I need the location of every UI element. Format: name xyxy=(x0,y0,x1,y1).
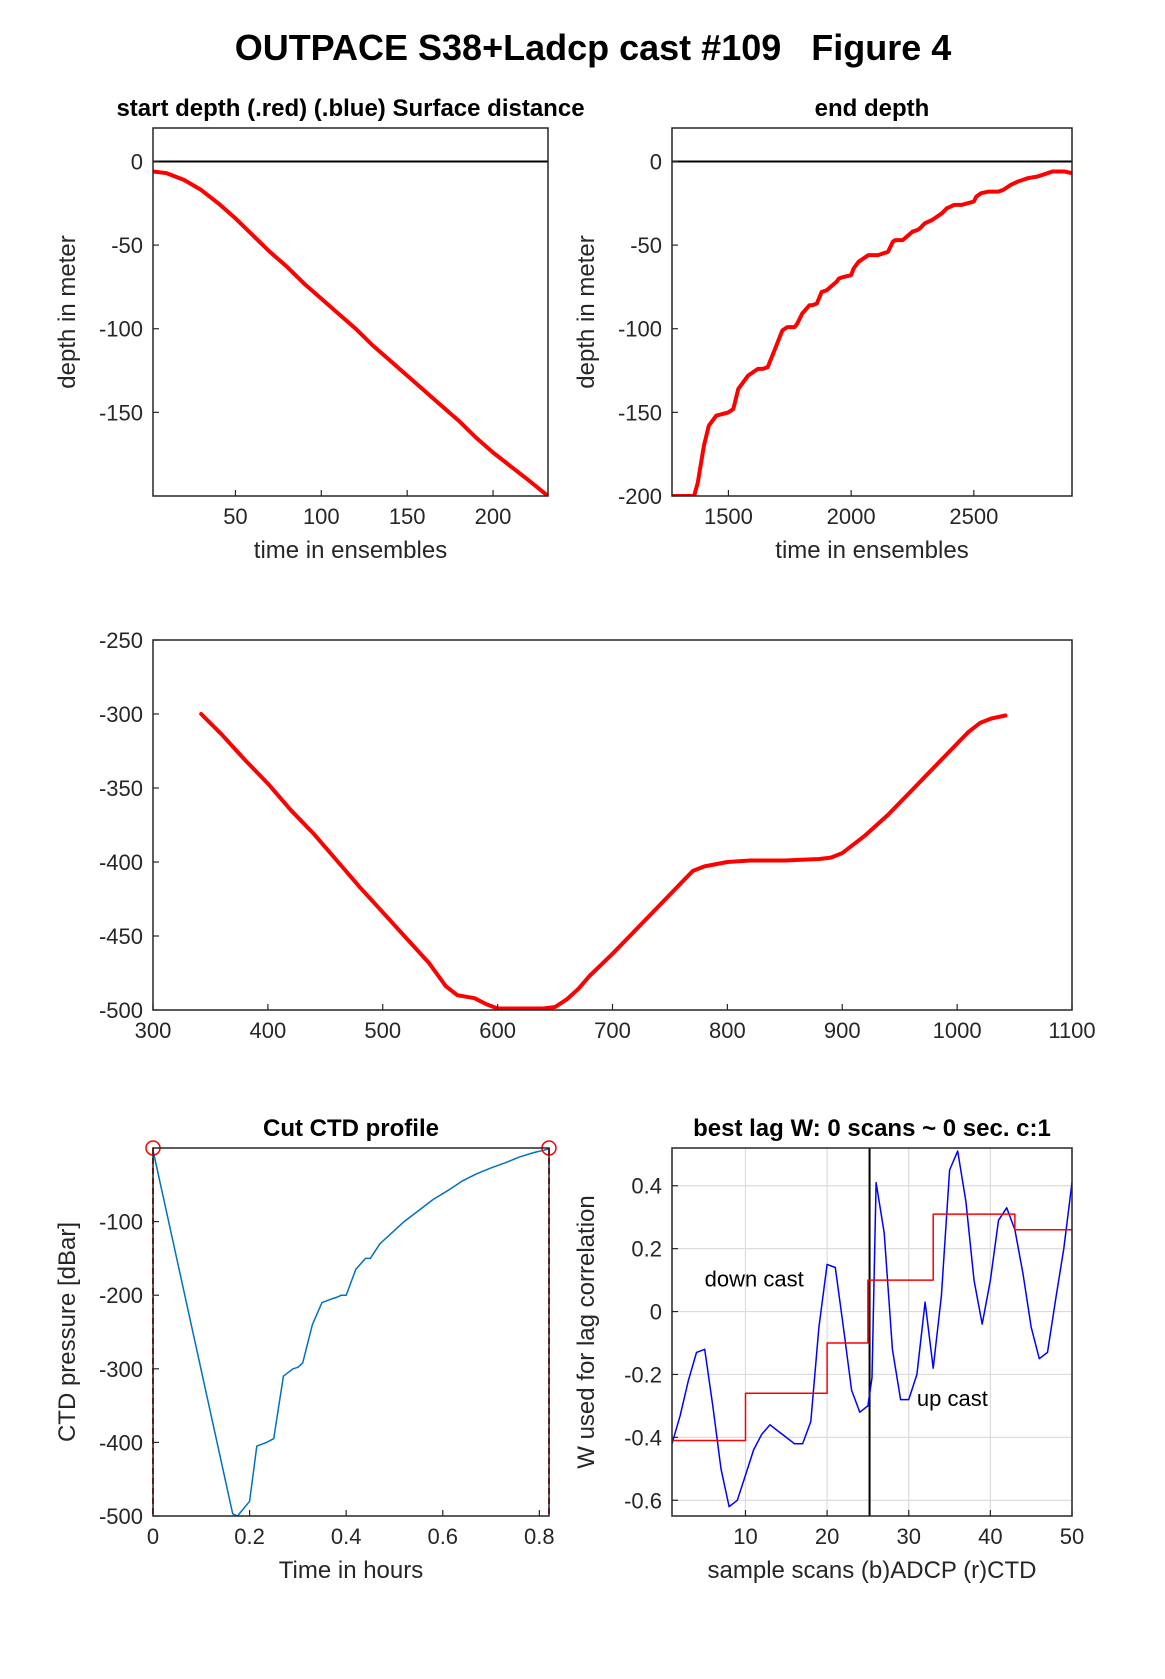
y-tick-label: 0.2 xyxy=(631,1237,662,1262)
axes-box xyxy=(152,1147,550,1517)
y-tick-label: -300 xyxy=(99,1357,143,1382)
x-tick-label: 0.8 xyxy=(524,1524,555,1549)
plot-area xyxy=(672,1148,1072,1516)
y-tick-label: -350 xyxy=(99,776,143,801)
series-line-0 xyxy=(153,169,548,496)
x-tick-label: 100 xyxy=(303,504,340,529)
y-tick-label: 0.4 xyxy=(631,1174,662,1199)
x-tick-label: 700 xyxy=(594,1018,631,1043)
axes-title: best lag W: 0 scans ~ 0 sec. c:1 xyxy=(693,1115,1051,1142)
x-tick-label: 200 xyxy=(475,504,512,529)
x-tick-label: 800 xyxy=(709,1018,746,1043)
annotation-text: up cast xyxy=(917,1386,988,1411)
y-tick-label: -0.6 xyxy=(624,1488,662,1513)
chart-p2: 1500 2000 2500 0 -50 -100 -150 -200 end depth tim… xyxy=(573,95,1073,564)
x-axis-label: sample scans (b)ADCP (r)CTD xyxy=(708,1557,1037,1584)
x-tick-label: 0 xyxy=(147,1524,159,1549)
y-tick-label: -0.2 xyxy=(624,1362,662,1387)
figure-title: OUTPACE S38+Ladcp cast #109 Figure 4 xyxy=(235,27,952,68)
x-tick-label: 0.2 xyxy=(234,1524,265,1549)
x-tick-label: 1000 xyxy=(933,1018,982,1043)
chart-p4: 0 0.2 0.4 0.6 0.8 -100 -200 -300 -400 -500 Cut CTD… xyxy=(54,1115,557,1584)
axes-box xyxy=(671,127,1073,497)
x-tick-label: 150 xyxy=(389,504,426,529)
y-tick-label: -500 xyxy=(99,1504,143,1529)
axes-title: start depth (.red) (.blue) Surface dista… xyxy=(116,95,584,122)
x-axis-label: time in ensembles xyxy=(254,537,447,564)
y-axis-label: CTD pressure [dBar] xyxy=(54,1222,81,1442)
y-tick-label: -100 xyxy=(618,317,662,342)
y-tick-label: -300 xyxy=(99,702,143,727)
x-tick-label: 20 xyxy=(815,1524,839,1549)
y-tick-label: -0.4 xyxy=(624,1425,662,1450)
x-tick-label: 300 xyxy=(135,1018,172,1043)
axes-box xyxy=(152,127,549,497)
x-tick-label: 40 xyxy=(978,1524,1002,1549)
x-tick-label: 30 xyxy=(896,1524,920,1549)
series-line-0 xyxy=(672,1150,1072,1508)
y-tick-label: 0 xyxy=(650,1300,662,1325)
x-tick-label: 0.4 xyxy=(331,1524,362,1549)
series-line-0 xyxy=(199,712,1008,1010)
x-tick-label: 1500 xyxy=(704,504,753,529)
y-tick-label: -200 xyxy=(618,484,662,509)
series-line-0 xyxy=(153,1148,549,1516)
axes-title: Cut CTD profile xyxy=(263,1115,439,1142)
x-tick-label: 50 xyxy=(1060,1524,1084,1549)
x-tick-label: 10 xyxy=(733,1524,757,1549)
x-tick-label: 0.6 xyxy=(427,1524,458,1549)
x-axis-label: Time in hours xyxy=(279,1557,424,1584)
x-tick-label: 500 xyxy=(364,1018,401,1043)
chart-p5: 10 20 30 40 50 0.4 0.2 0 -0.2 -0.4 -0.6 best lag W:… xyxy=(573,1115,1084,1584)
y-tick-label: -400 xyxy=(99,850,143,875)
y-tick-label: -500 xyxy=(99,998,143,1023)
plot-area xyxy=(153,128,548,496)
y-tick-label: 0 xyxy=(131,149,143,174)
y-tick-label: -50 xyxy=(111,233,143,258)
y-tick-label: -150 xyxy=(618,400,662,425)
series-line-0 xyxy=(672,169,1072,496)
y-tick-label: -150 xyxy=(99,400,143,425)
x-tick-label: 2000 xyxy=(827,504,876,529)
x-tick-label: 2500 xyxy=(949,504,998,529)
y-axis-label: depth in meter xyxy=(54,235,81,388)
y-axis-label: W used for lag correlation xyxy=(573,1195,600,1468)
y-tick-label: -200 xyxy=(99,1283,143,1308)
annotation-text: down cast xyxy=(705,1266,804,1291)
y-tick-label: -400 xyxy=(99,1430,143,1455)
axes-title: end depth xyxy=(815,95,930,122)
y-tick-label: -50 xyxy=(630,233,662,258)
plot-area xyxy=(153,1148,549,1516)
x-tick-label: 900 xyxy=(824,1018,861,1043)
x-tick-label: 1100 xyxy=(1048,1018,1095,1043)
y-axis-label: depth in meter xyxy=(573,235,600,388)
y-tick-label: -450 xyxy=(99,924,143,949)
x-tick-label: 600 xyxy=(479,1018,516,1043)
x-tick-label: 400 xyxy=(250,1018,287,1043)
y-tick-label: 0 xyxy=(650,149,662,174)
x-tick-label: 50 xyxy=(223,504,247,529)
y-tick-label: -250 xyxy=(99,628,143,653)
y-tick-label: -100 xyxy=(99,1210,143,1235)
chart-p3: 300 400 500 600 700 800 900 1000 1100 -250 -300 -35… xyxy=(99,628,1096,1043)
chart-p1: 50 100 150 200 0 -50 -100 -150 start depth (.red… xyxy=(54,95,585,564)
y-tick-label: -100 xyxy=(99,317,143,342)
axes-box xyxy=(671,1147,1073,1517)
x-axis-label: time in ensembles xyxy=(775,537,968,564)
series-line-1 xyxy=(672,1213,1072,1442)
